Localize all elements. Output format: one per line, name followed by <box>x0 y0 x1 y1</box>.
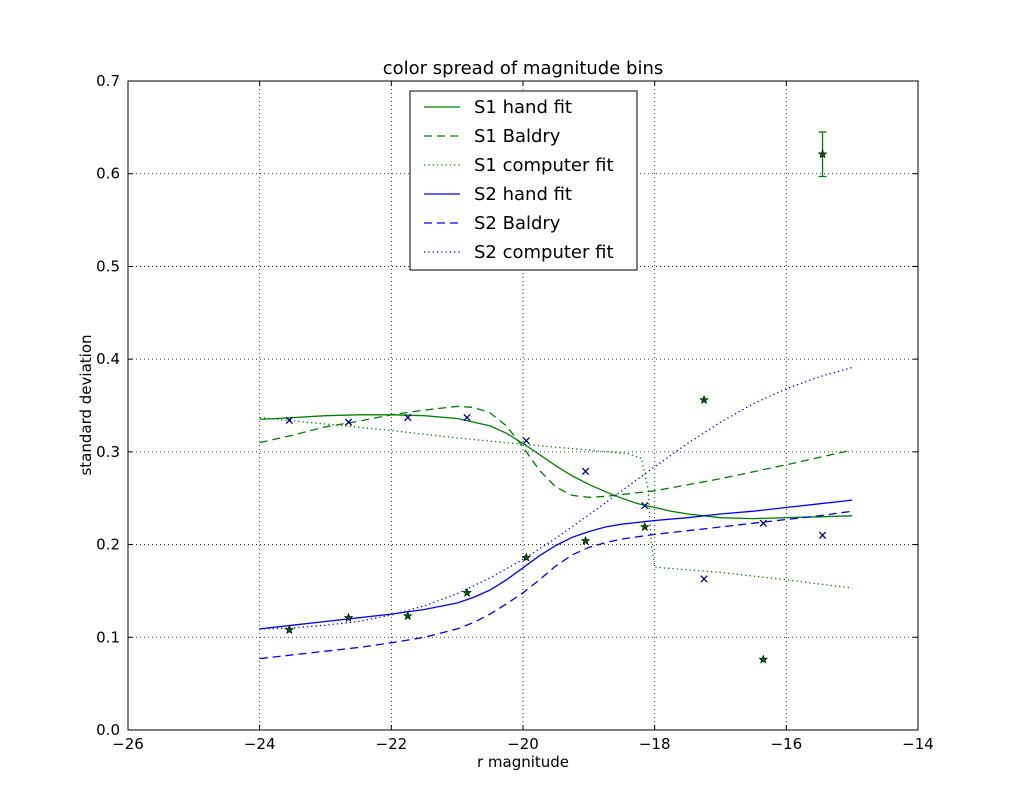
y-tick-label: 0.2 <box>96 536 120 554</box>
x-marker-stroke <box>641 501 649 510</box>
star-marker-point <box>580 535 591 545</box>
x-marker-point <box>285 416 293 424</box>
y-tick-label: 0.3 <box>96 443 120 461</box>
x-marker-stroke <box>285 416 293 424</box>
series-line-5 <box>259 510 853 660</box>
legend-label-5: S2 Baldry <box>474 213 561 234</box>
star-marker-point <box>402 610 413 621</box>
x-marker-stroke <box>700 575 708 583</box>
x-tick-label: −26 <box>112 735 144 753</box>
legend-label-1: S1 hand fit <box>474 97 572 118</box>
x-marker-stroke <box>759 519 767 527</box>
star-marker-point <box>817 149 828 159</box>
x-marker-point <box>700 575 708 583</box>
x-tick-label: −20 <box>507 735 539 753</box>
x-marker-stroke <box>581 467 590 475</box>
x-marker-stroke <box>463 413 471 422</box>
x-marker-point <box>759 519 767 527</box>
x-axis-label: r magnitude <box>477 753 569 771</box>
plot-area <box>259 131 853 664</box>
x-marker-point <box>463 413 471 422</box>
legend-label-6: S2 computer fit <box>474 242 614 263</box>
x-marker-point <box>522 437 530 445</box>
x-tick-label: −24 <box>244 735 276 753</box>
axis-ticks: −26 −24 −22 −20 −18 −16 −14 0.0 0.1 0.2 0.3 0.4 0.5 0… <box>96 72 934 753</box>
legend-label-4: S2 hand fit <box>474 184 572 205</box>
x-marker-point <box>581 467 590 475</box>
star-marker-point <box>521 552 532 562</box>
chart-title: color spread of magnitude bins <box>383 58 663 79</box>
star-marker-point <box>699 394 709 404</box>
x-tick-label: −16 <box>771 735 803 753</box>
star-marker-point <box>284 624 295 634</box>
y-tick-label: 0.4 <box>96 350 120 368</box>
star-marker-point <box>343 612 354 622</box>
legend: S1 hand fit S1 Baldry S1 computer fit S2 ha… <box>409 90 638 271</box>
y-tick-label: 0.7 <box>96 72 120 90</box>
x-marker-point <box>818 531 827 539</box>
x-marker-stroke <box>522 437 530 445</box>
x-marker-point <box>344 418 353 426</box>
x-tick-label: −14 <box>902 735 934 753</box>
x-marker-stroke <box>344 418 353 426</box>
star-marker-point <box>639 521 650 532</box>
series-line-4 <box>259 499 853 630</box>
x-marker-stroke <box>404 413 412 422</box>
x-marker-point <box>404 413 412 422</box>
legend-label-3: S1 computer fit <box>474 155 614 176</box>
x-tick-label: −18 <box>639 735 671 753</box>
y-tick-label: 0.5 <box>96 257 120 275</box>
y-tick-label: 0.1 <box>96 628 120 646</box>
legend-label-2: S1 Baldry <box>474 126 561 147</box>
y-tick-label: 0.0 <box>96 721 120 739</box>
y-axis-label: standard deviation <box>77 334 95 475</box>
series-line-1 <box>259 414 853 520</box>
y-tick-label: 0.6 <box>96 165 120 183</box>
star-marker-point <box>758 654 769 664</box>
x-marker-stroke <box>818 531 827 539</box>
legend-box <box>409 90 638 271</box>
star-marker-point <box>462 587 472 597</box>
x-tick-label: −22 <box>376 735 408 753</box>
x-marker-point <box>641 501 649 510</box>
series-line-6 <box>259 366 853 630</box>
